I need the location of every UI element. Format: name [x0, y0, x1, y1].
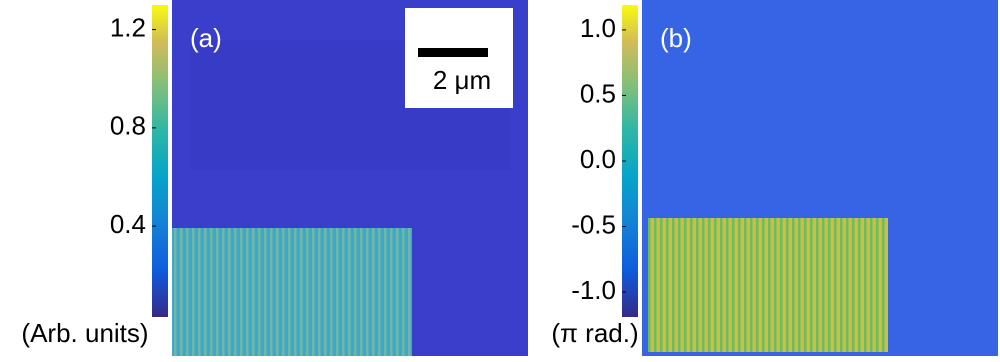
colorbar-tick-label: 0.4 — [110, 209, 146, 239]
colorbar-label: (Arb. units) — [21, 318, 148, 348]
colorbar-tick-label: 0.8 — [110, 111, 146, 141]
image-region — [172, 228, 412, 356]
colorbar-tick-label: -1.0 — [571, 275, 616, 305]
colorbar-label: (π rad.) — [551, 318, 638, 348]
colorbar — [622, 5, 638, 317]
scale-label: 2 μm — [433, 65, 491, 95]
colorbar-tick-label: -0.5 — [571, 209, 616, 239]
colorbar-tick-label: 0.5 — [580, 78, 616, 108]
colorbar — [152, 5, 168, 317]
panel-label: (b) — [660, 23, 692, 53]
colorbar-tick-label: 1.2 — [110, 12, 146, 42]
scale-box — [405, 8, 513, 108]
image-region — [648, 218, 888, 352]
colorbar-tick-label: 0.0 — [580, 144, 616, 174]
colorbar-tick-label: 1.0 — [580, 13, 616, 43]
panel-label: (a) — [190, 23, 222, 53]
scale-bar — [418, 48, 488, 57]
